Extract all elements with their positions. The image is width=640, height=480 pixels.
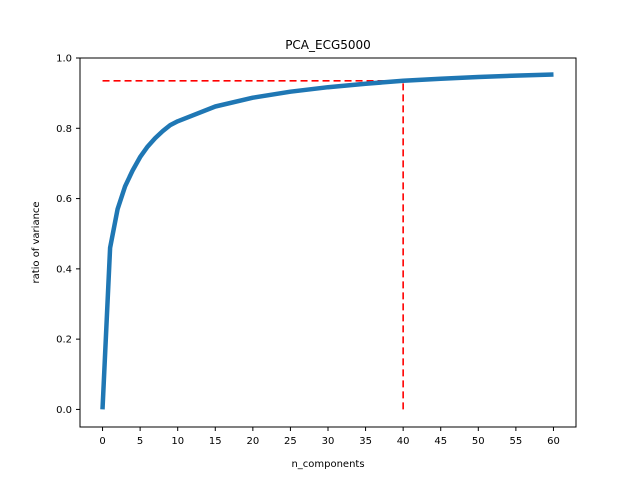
series-line <box>100 72 554 410</box>
x-ticks: 0 5 10 15 20 25 30 35 40 45 50 55 60 <box>99 427 560 447</box>
x-tick-label: 35 <box>359 436 372 447</box>
y-tick-label: 0.8 <box>56 124 72 135</box>
y-tick-label: 0.4 <box>56 264 72 275</box>
x-tick-label: 60 <box>547 436 560 447</box>
x-tick-label: 20 <box>246 436 259 447</box>
annotations <box>102 80 404 410</box>
x-tick-label: 10 <box>171 436 184 447</box>
x-tick-label: 50 <box>472 436 485 447</box>
y-ticks: 0.0 0.2 0.4 0.6 0.8 1.0 <box>56 54 80 416</box>
x-tick-label: 0 <box>99 436 105 447</box>
x-tick-label: 25 <box>284 436 297 447</box>
chart-title: PCA_ECG5000 <box>285 38 371 52</box>
y-tick-label: 0.2 <box>56 335 72 346</box>
x-tick-label: 5 <box>137 436 143 447</box>
series-layer <box>100 72 554 410</box>
y-tick-label: 1.0 <box>56 54 72 65</box>
x-tick-label: 15 <box>209 436 222 447</box>
x-axis-label: n_components <box>291 459 364 470</box>
x-tick-label: 55 <box>510 436 523 447</box>
x-tick-label: 30 <box>322 436 335 447</box>
y-axis-label: ratio of variance <box>31 201 42 283</box>
x-tick-label: 40 <box>397 436 410 447</box>
y-tick-label: 0.6 <box>56 194 72 205</box>
y-tick-label: 0.0 <box>56 405 72 416</box>
x-tick-label: 45 <box>434 436 447 447</box>
axes-frame <box>79 57 577 428</box>
